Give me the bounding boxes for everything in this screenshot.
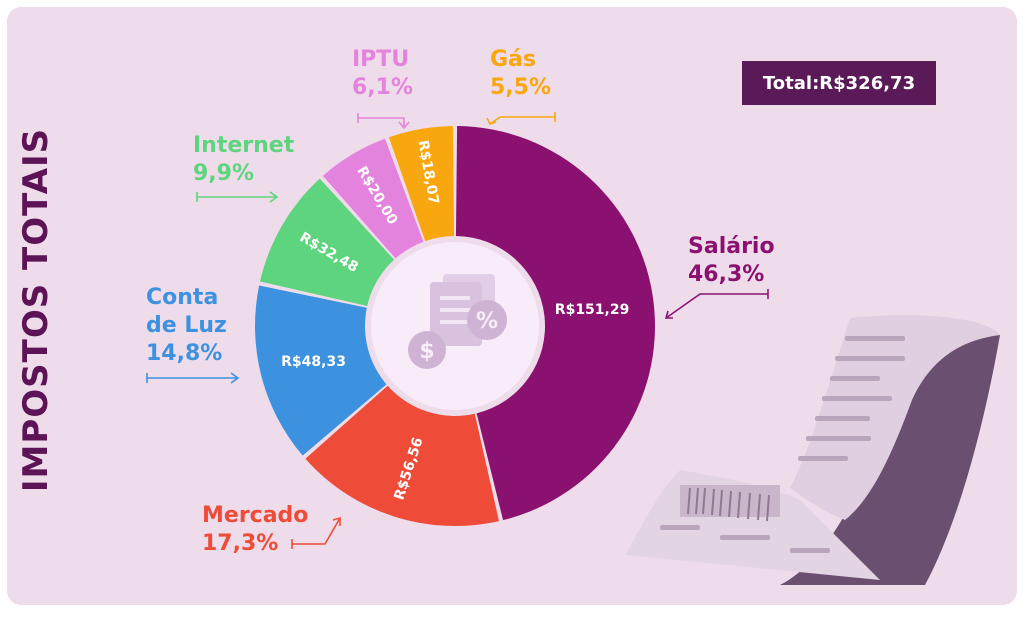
label-gas: Gás 5,5% xyxy=(490,47,552,100)
donut-slices xyxy=(254,126,655,526)
pointer-arrows xyxy=(146,112,769,549)
slice-value-label: R$48,33 xyxy=(281,354,346,370)
label-mercado: Mercado 17,3% xyxy=(202,503,309,556)
svg-text:%: % xyxy=(476,309,498,334)
slice-mercado xyxy=(305,385,499,526)
slice-g-s xyxy=(388,126,455,242)
receipt-illustration xyxy=(625,315,1000,585)
label-internet: Internet 9,9% xyxy=(193,133,295,186)
label-iptu: IPTU 6,1% xyxy=(352,47,414,100)
slice-sal-rio xyxy=(455,126,655,521)
total-badge: Total:R$326,73 xyxy=(742,61,936,105)
svg-text:$: $ xyxy=(419,339,434,364)
slice-value-label: R$151,29 xyxy=(555,302,630,318)
slice-iptu xyxy=(322,138,424,259)
label-salario: Salário 46,3% xyxy=(688,234,775,287)
label-conta-de-luz: Conta de Luz 14,8% xyxy=(146,285,227,366)
center-icon: % $ xyxy=(371,242,539,410)
slice-internet xyxy=(260,178,395,306)
slice-conta-de-luz xyxy=(254,285,387,456)
